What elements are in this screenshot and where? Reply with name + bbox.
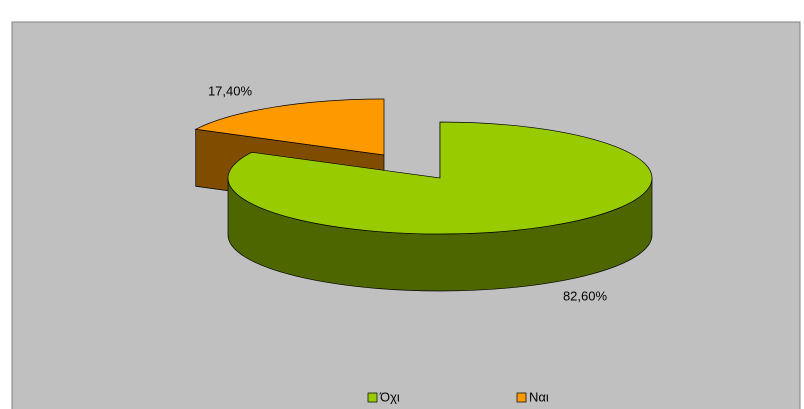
legend-label: Όχι	[379, 389, 400, 404]
legend-swatch	[516, 392, 527, 403]
slice	[227, 121, 653, 235]
legend-label: Ναι	[529, 389, 549, 404]
data-label: 82,60%	[563, 288, 608, 303]
slice	[194, 98, 385, 156]
legend-swatch	[367, 392, 378, 403]
data-label: 17,40%	[208, 83, 253, 98]
